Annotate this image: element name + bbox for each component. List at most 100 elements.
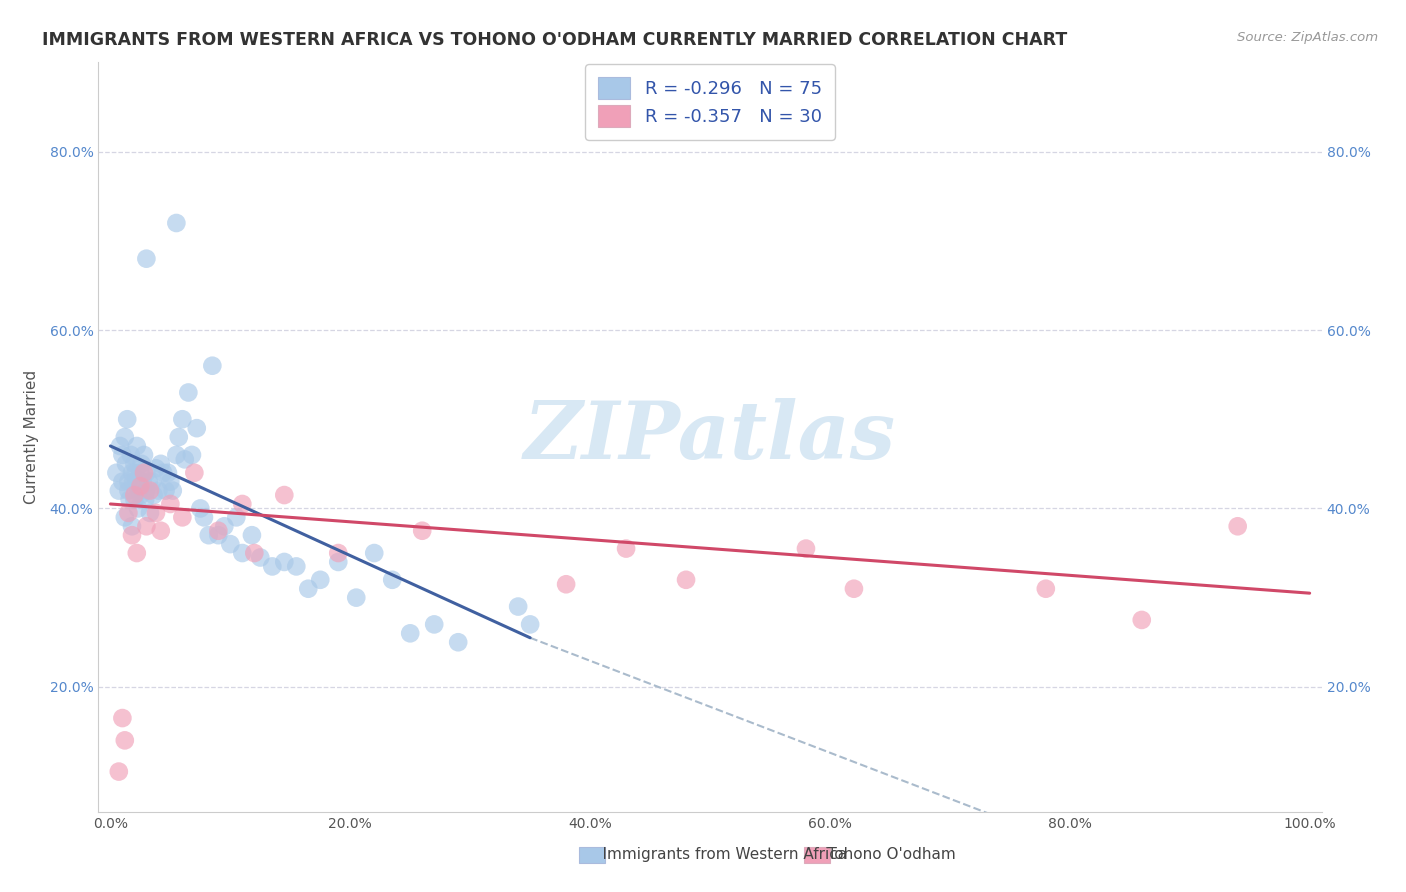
Point — [120, 448, 142, 462]
Point — [134, 492, 156, 507]
Point — [231, 546, 253, 560]
Point — [125, 439, 148, 453]
Point — [240, 528, 263, 542]
Point — [117, 506, 139, 520]
Point — [111, 711, 134, 725]
Point — [328, 546, 350, 560]
Point — [121, 519, 143, 533]
Point — [225, 510, 247, 524]
Point — [145, 506, 167, 520]
Point — [139, 506, 162, 520]
Point — [159, 475, 181, 489]
Point — [262, 559, 284, 574]
FancyBboxPatch shape — [804, 847, 830, 863]
Point — [508, 599, 530, 614]
Point — [381, 573, 404, 587]
Point — [243, 546, 266, 560]
Point — [128, 483, 150, 498]
Point — [1130, 613, 1153, 627]
Point — [129, 466, 152, 480]
Point — [141, 475, 163, 489]
Point — [129, 479, 152, 493]
Point — [115, 412, 138, 426]
Point — [124, 466, 146, 480]
Point — [231, 497, 253, 511]
Y-axis label: Currently Married: Currently Married — [24, 370, 38, 504]
Point — [183, 466, 205, 480]
Point — [135, 466, 157, 480]
Point — [124, 457, 146, 471]
Point — [132, 448, 155, 462]
Point — [149, 524, 172, 538]
Point — [173, 452, 195, 467]
Point — [132, 466, 155, 480]
Point — [135, 519, 157, 533]
Point — [555, 577, 578, 591]
Point — [152, 466, 174, 480]
Point — [167, 430, 190, 444]
Point — [423, 617, 446, 632]
Point — [172, 412, 194, 426]
Point — [142, 488, 165, 502]
Point — [411, 524, 433, 538]
Point — [108, 439, 131, 453]
Point — [207, 528, 229, 542]
Point — [125, 475, 148, 489]
Point — [108, 483, 129, 498]
Point — [197, 528, 219, 542]
Point — [149, 457, 172, 471]
Point — [114, 733, 136, 747]
Point — [114, 430, 136, 444]
Point — [285, 559, 308, 574]
Point — [124, 492, 146, 507]
Point — [111, 475, 134, 489]
Text: Tohono O'odham: Tohono O'odham — [808, 847, 956, 862]
Point — [186, 421, 208, 435]
Point — [145, 461, 167, 475]
Point — [794, 541, 817, 556]
Point — [121, 528, 143, 542]
FancyBboxPatch shape — [579, 847, 605, 863]
Point — [155, 483, 177, 498]
Point — [114, 510, 136, 524]
Point — [273, 555, 295, 569]
Point — [344, 591, 367, 605]
Point — [177, 385, 200, 400]
Point — [1226, 519, 1249, 533]
Point — [172, 510, 194, 524]
Point — [363, 546, 385, 560]
Point — [138, 475, 160, 489]
Point — [165, 216, 187, 230]
Point — [125, 546, 148, 560]
Point — [193, 510, 215, 524]
Point — [842, 582, 865, 596]
Point — [124, 488, 146, 502]
Text: IMMIGRANTS FROM WESTERN AFRICA VS TOHONO O'ODHAM CURRENTLY MARRIED CORRELATION C: IMMIGRANTS FROM WESTERN AFRICA VS TOHONO… — [42, 31, 1067, 49]
Point — [214, 519, 236, 533]
Point — [181, 448, 204, 462]
Point — [519, 617, 541, 632]
Point — [201, 359, 224, 373]
Point — [135, 483, 157, 498]
Point — [165, 448, 187, 462]
Point — [115, 457, 138, 471]
Point — [139, 483, 162, 498]
Point — [117, 483, 139, 498]
Legend: R = -0.296   N = 75, R = -0.357   N = 30: R = -0.296 N = 75, R = -0.357 N = 30 — [585, 64, 835, 140]
Point — [162, 483, 184, 498]
Point — [273, 488, 295, 502]
Point — [675, 573, 697, 587]
Point — [156, 466, 179, 480]
Point — [131, 457, 153, 471]
Text: Immigrants from Western Africa: Immigrants from Western Africa — [583, 847, 848, 862]
Point — [132, 475, 155, 489]
Point — [121, 466, 143, 480]
Point — [135, 252, 157, 266]
Text: ZIPatlas: ZIPatlas — [524, 399, 896, 475]
Point — [207, 524, 229, 538]
Point — [129, 488, 152, 502]
Point — [159, 497, 181, 511]
Point — [614, 541, 637, 556]
Point — [447, 635, 470, 649]
Point — [118, 492, 141, 507]
